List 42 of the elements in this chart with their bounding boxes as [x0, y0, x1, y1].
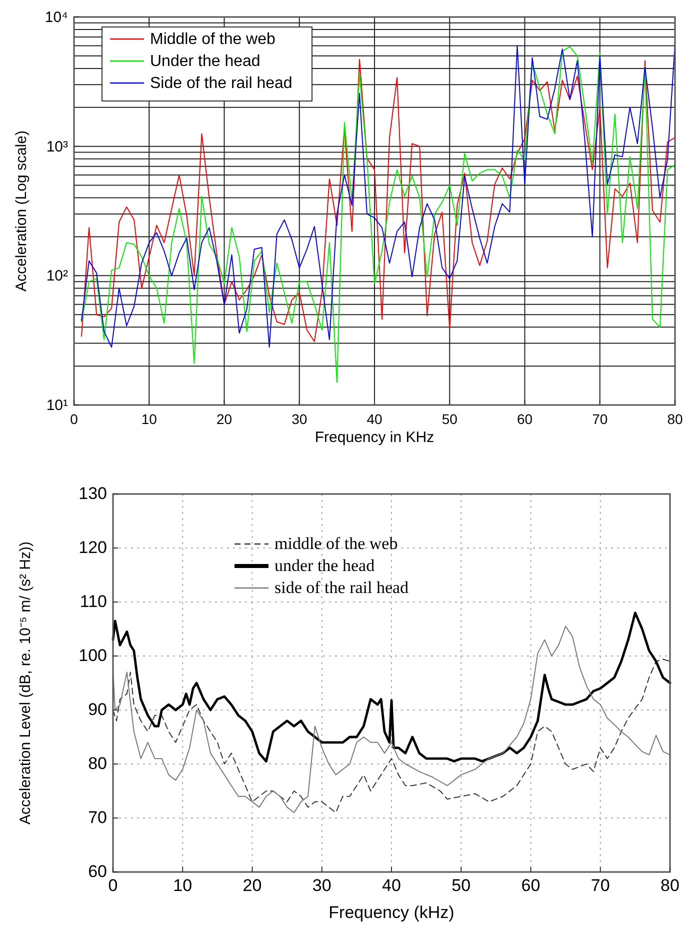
y-axis-title: Acceleration Level (dB, re. 10⁻⁵ m/ (s² Hz)): [17, 542, 34, 824]
x-tick-label: 70: [590, 876, 610, 895]
x-tick-label: 40: [382, 876, 401, 895]
legend-label: Middle of the web: [150, 31, 276, 48]
y-tick-label: 10³: [46, 138, 68, 156]
x-tick-label: 20: [216, 411, 232, 427]
y-tick-label: 60: [88, 862, 107, 881]
y-tick-label: 90: [88, 700, 107, 719]
legend-label: Side of the rail head: [150, 75, 292, 92]
x-tick-label: 10: [141, 411, 158, 427]
y-tick-label: 130: [78, 484, 107, 503]
x-tick-label: 60: [516, 411, 533, 427]
x-tick-label: 0: [70, 411, 78, 427]
y-axis-title: Acceleration (Log scale): [13, 130, 30, 292]
x-tick-label: 30: [312, 876, 332, 895]
x-tick-label: 0: [108, 876, 118, 895]
x-tick-label: 20: [242, 876, 262, 895]
legend-label: middle of the web: [274, 534, 398, 553]
y-tick-label: 10¹: [46, 397, 68, 414]
line-series: [112, 626, 670, 814]
y-tick-label: 80: [88, 754, 107, 773]
x-axis-title: Frequency in KHz: [314, 429, 434, 446]
x-tick-label: 50: [452, 876, 471, 895]
x-tick-label: 80: [660, 876, 680, 895]
x-tick-label: 80: [667, 411, 683, 427]
y-tick-label: 120: [78, 538, 107, 557]
x-tick-label: 10: [173, 876, 192, 895]
x-axis-title: Frequency (kHz): [328, 903, 454, 922]
y-tick-label: 70: [88, 808, 107, 827]
y-tick-label: 100: [78, 646, 107, 665]
x-tick-label: 40: [366, 411, 382, 427]
legend-label: under the head: [274, 556, 376, 575]
legend-label: side of the rail head: [274, 578, 410, 597]
y-tick-label: 10²: [46, 268, 68, 285]
line-series: [112, 612, 672, 762]
y-tick-label: 110: [80, 592, 107, 611]
y-tick-label: 10⁴: [44, 9, 68, 26]
x-tick-label: 30: [292, 411, 308, 427]
x-tick-label: 50: [442, 411, 458, 427]
x-tick-label: 70: [592, 411, 608, 427]
legend-label: Under the head: [150, 53, 260, 70]
x-tick-label: 60: [521, 876, 540, 895]
